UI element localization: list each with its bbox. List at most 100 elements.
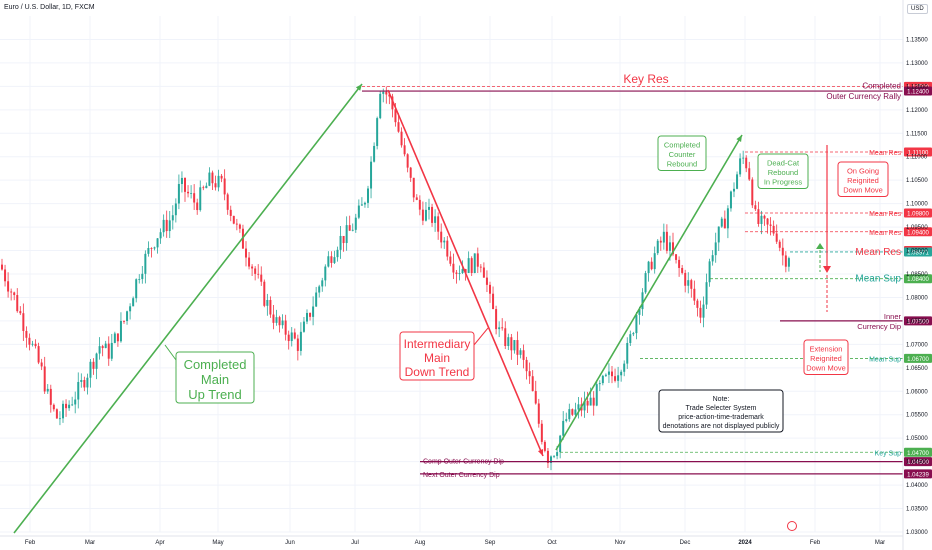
y-tick-label: 1.10000	[906, 202, 928, 208]
x-tick-label: Oct	[547, 540, 557, 546]
candle-body	[40, 362, 43, 367]
price-tag: 1.04239	[904, 469, 932, 479]
candle-body	[330, 256, 333, 263]
candle-body	[513, 340, 516, 351]
candle-body	[245, 248, 247, 258]
extension-callout-box	[803, 339, 849, 375]
main-up-trend-callout-line: Completed	[184, 357, 247, 372]
candle-body	[644, 273, 647, 293]
candle-body	[684, 272, 687, 286]
candle-body	[199, 187, 202, 211]
candle-body	[543, 441, 546, 451]
candle-body	[367, 188, 369, 203]
candle-body	[339, 235, 342, 250]
candle-body	[196, 202, 199, 211]
candle-body	[458, 273, 461, 274]
candle-body	[742, 157, 745, 159]
candle-body	[65, 403, 68, 409]
candle-body	[729, 191, 732, 209]
candle-body	[187, 191, 190, 194]
candle-body	[141, 273, 144, 280]
candle-body	[550, 456, 552, 464]
price-tag-value: 1.11100	[908, 151, 929, 157]
candle-body	[376, 118, 379, 146]
candle-body	[632, 333, 635, 335]
candle-body	[275, 317, 278, 323]
candle-body	[363, 202, 366, 205]
candle-body	[251, 266, 254, 269]
candle-body	[662, 231, 665, 243]
level-label-currency-dip: Currency Dip	[857, 322, 901, 331]
main-down-trend-line-head	[537, 449, 543, 456]
candle-body	[135, 279, 138, 299]
ongoing-down-callout-line: Down Move	[843, 186, 883, 195]
candle-body	[424, 209, 427, 221]
y-tick-label: 1.08500	[906, 272, 928, 278]
candle-body	[504, 328, 507, 346]
price-tag-bg	[904, 208, 932, 218]
candle-body	[306, 312, 308, 322]
candle-body	[98, 346, 101, 354]
main-up-trend-callout-line: Main	[201, 372, 229, 387]
candle-body	[354, 217, 357, 230]
x-tick-label: Dec	[680, 540, 691, 546]
y-tick-label: 1.05000	[906, 436, 928, 442]
candle-body	[86, 377, 89, 388]
dead-cat-callout-line: In Progress	[764, 178, 803, 187]
candle-body	[238, 224, 241, 229]
candle-body	[232, 215, 235, 224]
candle-body	[720, 218, 723, 227]
candle-body	[104, 343, 107, 349]
dead-cat-callout-line: Rebound	[768, 168, 798, 177]
candle-body	[617, 375, 620, 381]
candle-body	[336, 249, 339, 258]
candle-body	[522, 350, 525, 360]
candle-body	[223, 178, 226, 195]
candle-body	[733, 188, 735, 192]
candle-body	[193, 193, 196, 203]
candle-body	[266, 299, 269, 306]
counter-rebound-line-head	[736, 135, 742, 142]
candle-body	[537, 403, 540, 424]
time-axis[interactable]: Feb Mar Apr May Jun Jul Aug Sep Oct Nov Dec 2024 Feb…	[0, 535, 903, 546]
candle-body	[772, 225, 775, 234]
main-up-trend-callout-box	[175, 351, 255, 404]
currency-button[interactable]: USD	[907, 4, 928, 14]
candle-body	[650, 261, 653, 270]
candle-body	[220, 175, 223, 179]
candle-body	[92, 361, 95, 369]
candle-body	[595, 384, 598, 406]
price-axis[interactable]: 1.13500 1.13000 1.12500 1.12000 1.11500 1.110…	[902, 0, 928, 550]
candle-body	[510, 337, 513, 351]
main-down-trend-callout-line: Intermediary	[404, 337, 471, 351]
candle-body	[775, 233, 778, 242]
candle-body	[449, 256, 452, 264]
counter-rebound-callout-box	[657, 135, 707, 171]
candle-body	[607, 371, 610, 375]
candle-body	[763, 215, 766, 219]
x-tick-label: Jun	[285, 540, 295, 546]
price-tag: 1.07500	[904, 316, 932, 326]
y-tick-label: 1.09000	[906, 249, 928, 255]
candle-body	[302, 321, 305, 332]
price-tag-value: 1.06700	[907, 357, 929, 363]
y-tick-label: 1.06500	[906, 366, 928, 372]
candle-body	[565, 419, 568, 421]
candle-body	[443, 240, 446, 243]
candlestick-series	[1, 86, 790, 471]
candle-body	[205, 185, 208, 189]
candle-body	[620, 371, 623, 376]
candle-body	[394, 109, 397, 123]
price-tag-bg	[904, 469, 932, 479]
price-tag: 1.12400	[904, 86, 932, 96]
candle-body	[257, 273, 260, 275]
candle-body	[68, 404, 71, 409]
x-tick-label: Mar	[85, 540, 95, 546]
candle-body	[668, 242, 671, 251]
candle-body	[635, 314, 638, 334]
price-tag-bg	[904, 247, 932, 257]
level-label-mean-sup: Mean Sup	[855, 274, 901, 285]
candle-body	[208, 172, 211, 186]
candle-body	[315, 292, 318, 307]
